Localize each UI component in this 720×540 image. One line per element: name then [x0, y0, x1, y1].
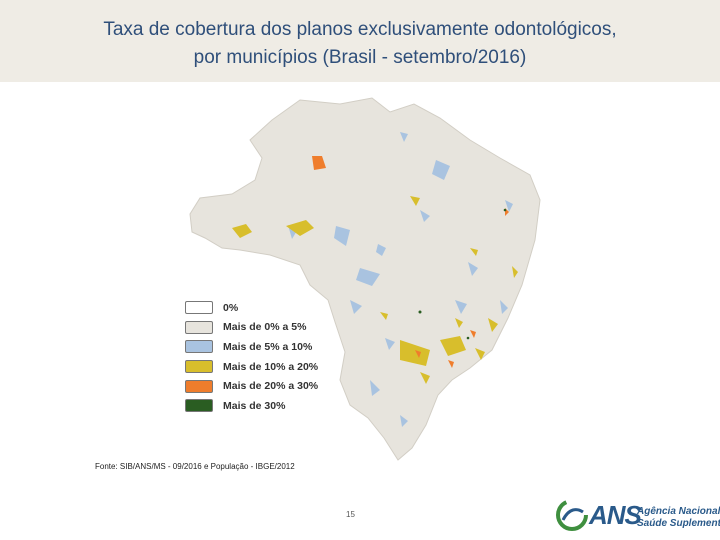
ans-logo-mark-icon [556, 499, 588, 531]
legend-item-1: Mais de 0% a 5% [185, 318, 335, 338]
brazil-map [0, 82, 720, 482]
coverage-5-10-patches [288, 132, 513, 427]
legend-label-5: Mais de 30% [223, 399, 286, 412]
legend-swatch-1 [185, 320, 213, 334]
page-number: 15 [346, 510, 355, 519]
legend-swatch-2 [185, 340, 213, 354]
coverage-over-30-patches [418, 208, 507, 340]
slide-title-line-1: Taxa de cobertura dos planos exclusivame… [103, 19, 617, 40]
logo-line-2: Saúde Suplementar [637, 518, 720, 529]
slide-title-line-2: por municípios (Brasil - setembro/2016) [193, 47, 527, 68]
legend-swatch-0 [185, 301, 213, 315]
legend-swatch-4 [185, 379, 213, 393]
legend-item-4: Mais de 20% a 30% [185, 376, 335, 396]
coverage-20-30-patches [312, 156, 509, 368]
logo-line-1: Agência Nacional de [637, 506, 720, 517]
legend-label-0: 0% [223, 301, 239, 314]
legend-label-2: Mais de 5% a 10% [223, 340, 313, 353]
legend-label-4: Mais de 20% a 30% [223, 380, 319, 393]
legend-item-5: Mais de 30% [185, 396, 335, 416]
legend-swatch-3 [185, 360, 213, 374]
legend-label-1: Mais de 0% a 5% [223, 321, 307, 334]
coverage-10-20-patches [232, 196, 518, 384]
map-legend: 0% Mais de 0% a 5% Mais de 5% a 10% Mais… [185, 298, 335, 416]
legend-swatch-5 [185, 399, 213, 413]
ans-logo: ANS Agência Nacional de Saúde Suplementa… [555, 498, 720, 534]
logo-brand: ANS [589, 500, 642, 530]
legend-label-3: Mais de 10% a 20% [223, 360, 319, 373]
legend-item-3: Mais de 10% a 20% [185, 357, 335, 377]
legend-item-2: Mais de 5% a 10% [185, 337, 335, 357]
legend-item-0: 0% [185, 298, 335, 318]
source-note: Fonte: SIB/ANS/MS - 09/2016 e População … [95, 462, 295, 471]
title-band: Taxa de cobertura dos planos exclusivame… [0, 0, 720, 82]
brazil-map-svg [189, 97, 541, 461]
